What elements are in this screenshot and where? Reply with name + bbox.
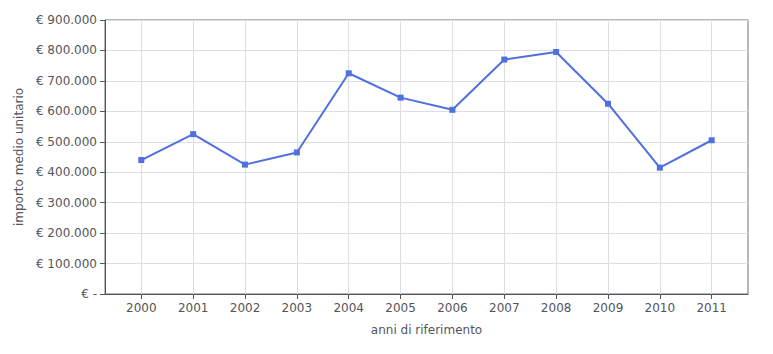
svg-text:€ 100.000: € 100.000 [36, 257, 97, 271]
svg-text:2007: 2007 [489, 301, 520, 315]
svg-text:€ 900.000: € 900.000 [36, 13, 97, 27]
svg-text:€ -: € - [81, 287, 97, 301]
svg-text:€ 200.000: € 200.000 [36, 226, 97, 240]
svg-text:2001: 2001 [178, 301, 209, 315]
svg-text:€ 800.000: € 800.000 [36, 43, 97, 57]
svg-text:€ 600.000: € 600.000 [36, 104, 97, 118]
svg-text:2006: 2006 [437, 301, 468, 315]
svg-text:2002: 2002 [230, 301, 261, 315]
svg-text:2009: 2009 [593, 301, 624, 315]
svg-text:2000: 2000 [126, 301, 157, 315]
svg-text:€ 700.000: € 700.000 [36, 74, 97, 88]
svg-text:€ 400.000: € 400.000 [36, 165, 97, 179]
svg-text:anni di riferimento: anni di riferimento [371, 323, 482, 337]
svg-text:2004: 2004 [333, 301, 364, 315]
svg-text:2003: 2003 [282, 301, 313, 315]
svg-text:€ 500.000: € 500.000 [36, 135, 97, 149]
svg-text:2011: 2011 [696, 301, 727, 315]
svg-text:importo medio unitario: importo medio unitario [12, 88, 26, 226]
svg-text:2010: 2010 [645, 301, 676, 315]
svg-text:€ 300.000: € 300.000 [36, 196, 97, 210]
svg-text:2005: 2005 [385, 301, 416, 315]
svg-text:2008: 2008 [541, 301, 572, 315]
